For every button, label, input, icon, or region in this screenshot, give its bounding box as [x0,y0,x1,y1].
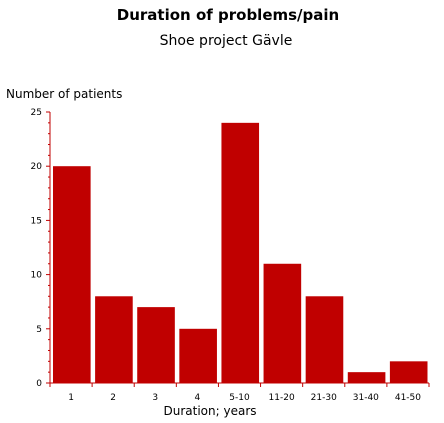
x-tick-label: 4 [195,393,201,403]
x-tick-label: 3 [152,393,158,403]
x-axis-ticks: 1 2 3 4 5-10 11-20 21-30 31-40 41-50 [68,383,430,403]
x-tick-label: 11-20 [269,393,295,403]
x-axis-title: Duration; years [164,404,257,418]
y-tick-label: 20 [31,162,43,172]
bars [53,122,428,383]
bar [179,328,217,383]
x-tick-label: 1 [68,393,74,403]
y-tick-label: 15 [31,216,42,226]
y-tick-label: 5 [36,325,42,335]
y-axis-title: Number of patients [6,87,122,101]
y-tick-label: 10 [31,271,43,281]
x-tick-label: 41-50 [395,393,421,403]
y-tick-label: 0 [36,379,42,389]
bar [53,166,91,383]
bar [137,307,175,383]
bar [347,372,386,383]
x-tick-label: 21-30 [311,393,337,403]
bar [389,361,428,383]
chart-subtitle: Shoe project Gävle [160,33,293,49]
y-tick-label: 25 [31,108,42,118]
axes [46,112,429,387]
x-tick-label: 5-10 [229,393,250,403]
x-tick-label: 31-40 [353,393,379,403]
chart-title: Duration of problems/pain [117,6,339,24]
bar [305,296,344,383]
y-axis-ticks: 0 5 10 15 20 25 [31,108,50,389]
bar [221,122,260,383]
bar [263,263,302,383]
bar [95,296,133,383]
x-tick-label: 2 [110,393,116,403]
